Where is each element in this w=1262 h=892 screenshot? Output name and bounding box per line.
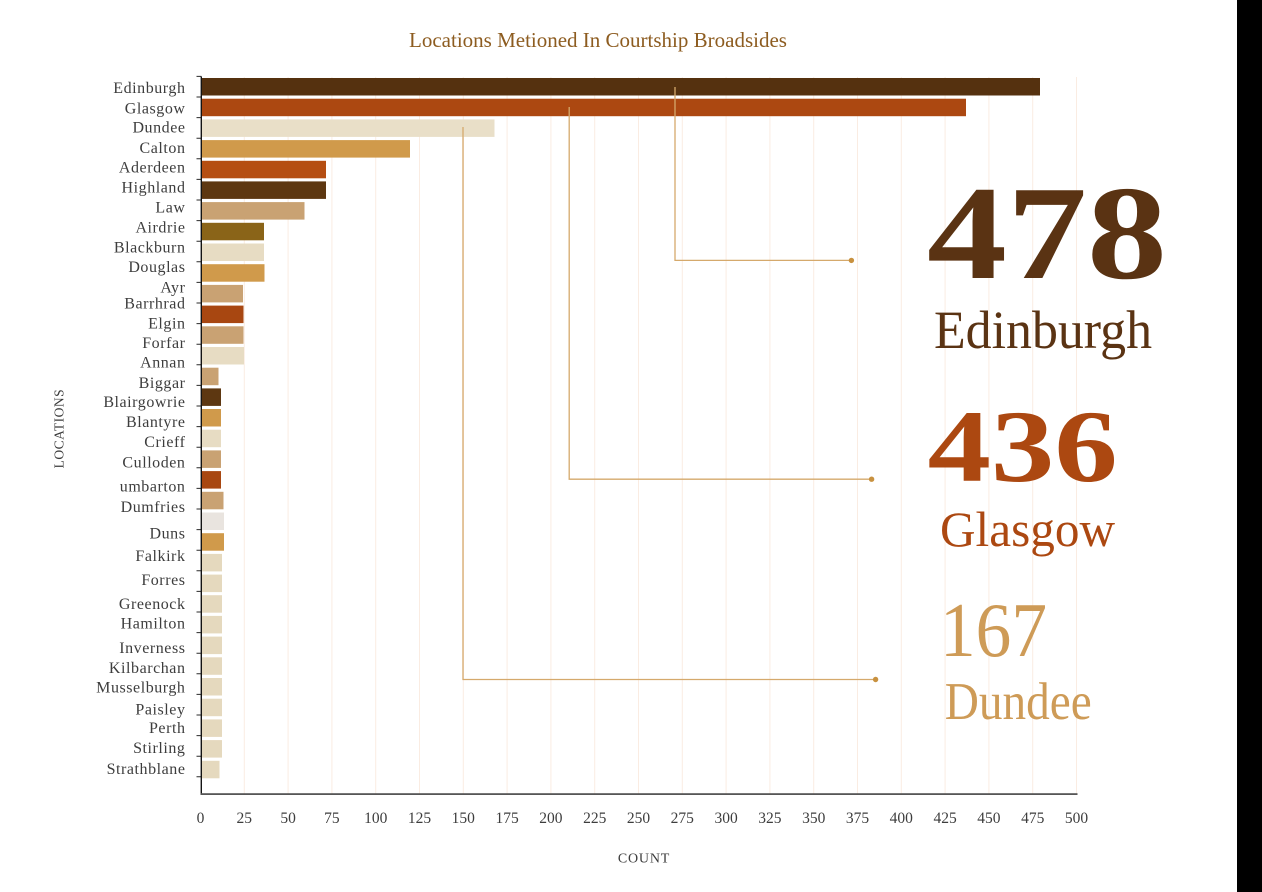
svg-text:Annan: Annan <box>140 354 185 371</box>
svg-text:478: 478 <box>927 159 1167 307</box>
svg-text:Dundee: Dundee <box>132 120 185 137</box>
svg-text:175: 175 <box>495 810 519 827</box>
svg-text:50: 50 <box>280 810 296 827</box>
svg-text:475: 475 <box>1021 810 1045 827</box>
svg-text:Perth: Perth <box>149 720 186 737</box>
svg-text:375: 375 <box>846 810 870 827</box>
svg-text:Aderdeen: Aderdeen <box>119 160 186 177</box>
svg-text:275: 275 <box>671 810 695 827</box>
svg-text:Airdrie: Airdrie <box>135 220 185 237</box>
svg-text:umbarton: umbarton <box>120 479 186 496</box>
svg-text:Culloden: Culloden <box>122 455 185 472</box>
svg-text:Dundee: Dundee <box>945 673 1092 731</box>
svg-text:Forres: Forres <box>141 572 185 589</box>
svg-text:Dumfries: Dumfries <box>121 499 186 516</box>
svg-text:Barrhrad: Barrhrad <box>124 295 185 312</box>
svg-text:LOCATIONS: LOCATIONS <box>52 389 67 469</box>
svg-text:425: 425 <box>933 810 957 827</box>
svg-text:Ayr: Ayr <box>160 279 185 296</box>
svg-text:Duns: Duns <box>150 526 186 543</box>
svg-text:Elgin: Elgin <box>148 316 185 333</box>
svg-text:Stirling: Stirling <box>133 740 185 757</box>
svg-text:Strathblane: Strathblane <box>107 761 186 778</box>
svg-text:Kilbarchan: Kilbarchan <box>109 660 186 677</box>
svg-text:Law: Law <box>155 200 185 217</box>
svg-text:COUNT: COUNT <box>618 852 670 867</box>
svg-text:400: 400 <box>890 810 914 827</box>
svg-text:Glasgow: Glasgow <box>940 501 1115 557</box>
svg-text:200: 200 <box>539 810 563 827</box>
svg-text:75: 75 <box>324 810 340 827</box>
svg-text:350: 350 <box>802 810 826 827</box>
svg-text:Glasgow: Glasgow <box>125 100 186 117</box>
svg-text:125: 125 <box>408 810 432 827</box>
svg-text:Locations Metioned In Courtshi: Locations Metioned In Courtship Broadsid… <box>409 28 787 52</box>
svg-text:325: 325 <box>758 810 782 827</box>
svg-text:0: 0 <box>197 810 205 827</box>
svg-text:Inverness: Inverness <box>119 640 185 657</box>
svg-text:Paisley: Paisley <box>135 702 185 719</box>
svg-text:Blairgowrie: Blairgowrie <box>103 394 185 411</box>
svg-text:Crieff: Crieff <box>144 434 185 451</box>
svg-text:Forfar: Forfar <box>142 335 185 352</box>
svg-text:Edinburgh: Edinburgh <box>113 80 185 97</box>
svg-text:Musselburgh: Musselburgh <box>96 680 185 697</box>
svg-text:Edinburgh: Edinburgh <box>934 300 1152 360</box>
svg-text:300: 300 <box>714 810 738 827</box>
svg-text:150: 150 <box>452 810 476 827</box>
svg-text:Hamilton: Hamilton <box>121 616 186 633</box>
svg-text:Blackburn: Blackburn <box>114 240 186 257</box>
svg-text:Biggar: Biggar <box>139 375 186 392</box>
svg-text:Calton: Calton <box>140 140 186 157</box>
svg-text:436: 436 <box>928 390 1118 504</box>
svg-text:Blantyre: Blantyre <box>126 414 186 431</box>
svg-text:250: 250 <box>627 810 651 827</box>
svg-text:25: 25 <box>237 810 253 827</box>
svg-text:167: 167 <box>940 587 1047 673</box>
svg-text:225: 225 <box>583 810 607 827</box>
svg-text:Highland: Highland <box>122 180 186 197</box>
svg-text:100: 100 <box>364 810 388 827</box>
svg-text:450: 450 <box>977 810 1001 827</box>
svg-text:Greenock: Greenock <box>119 596 186 613</box>
svg-text:500: 500 <box>1065 810 1089 827</box>
svg-text:Douglas: Douglas <box>128 259 185 276</box>
svg-text:Falkirk: Falkirk <box>135 548 185 565</box>
